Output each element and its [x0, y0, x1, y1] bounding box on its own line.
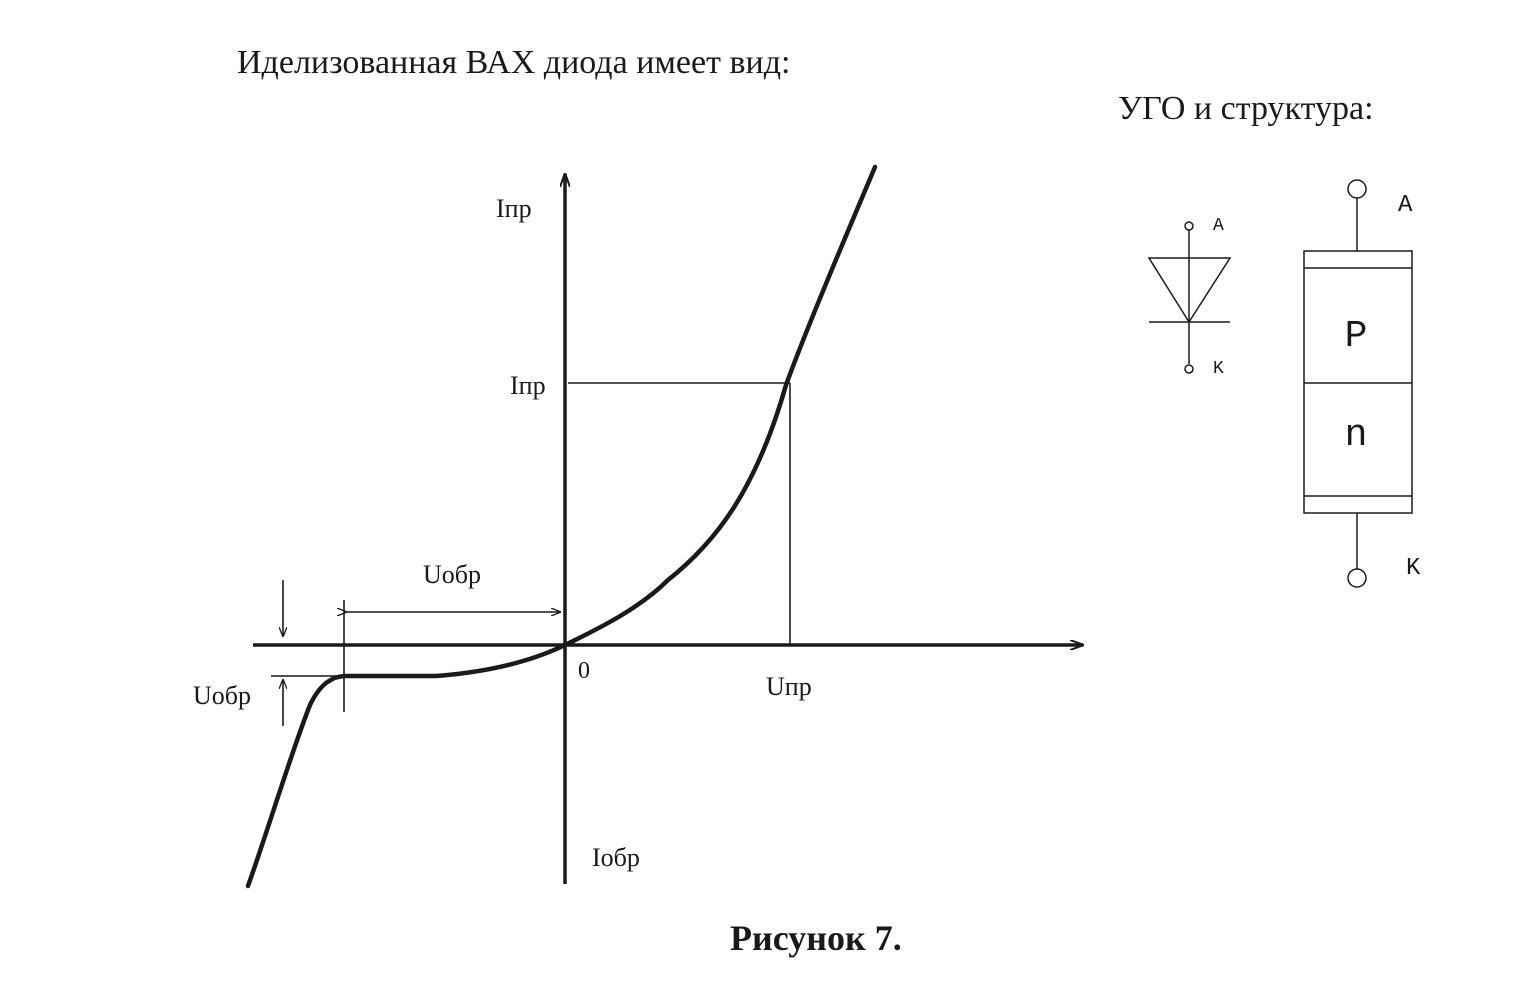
pn-structure: P n A K: [1303, 179, 1421, 588]
structure-cathode-label: K: [1406, 555, 1421, 582]
structure-cathode-terminal: [1347, 568, 1367, 588]
figure-caption: Рисунок 7.: [730, 918, 902, 958]
structure-anode-label: A: [1398, 192, 1413, 219]
iv-characteristic: Iпр Iпр Uобр 0 Uпр Uобр Iобр: [193, 164, 1083, 889]
page-heading: Иделизованная ВАХ диода имеет вид:: [237, 44, 791, 81]
forward-current-label: Iпр: [510, 371, 546, 400]
structure-body: [1303, 250, 1413, 514]
symbol-anode-terminal: [1184, 221, 1194, 231]
n-region-label: n: [1345, 414, 1368, 457]
diode-symbol: A K: [1147, 216, 1232, 379]
y-axis-bottom-label: Iобр: [592, 843, 640, 872]
symbol-cathode-terminal: [1184, 364, 1194, 374]
p-region-label: P: [1345, 315, 1368, 358]
symbol-cathode-label: K: [1213, 359, 1224, 379]
forward-voltage-label: Uпр: [766, 672, 812, 701]
iv-curve: [245, 164, 878, 889]
reverse-voltage-label: Uобр: [423, 560, 481, 589]
symbol-anode-label: A: [1213, 216, 1224, 236]
reverse-current-label: Uобр: [193, 681, 251, 710]
y-axis-top-label: Iпр: [496, 194, 532, 223]
origin-label: 0: [578, 658, 590, 684]
symbol-heading: УГО и структура:: [1118, 90, 1374, 127]
structure-anode-terminal: [1347, 179, 1367, 199]
